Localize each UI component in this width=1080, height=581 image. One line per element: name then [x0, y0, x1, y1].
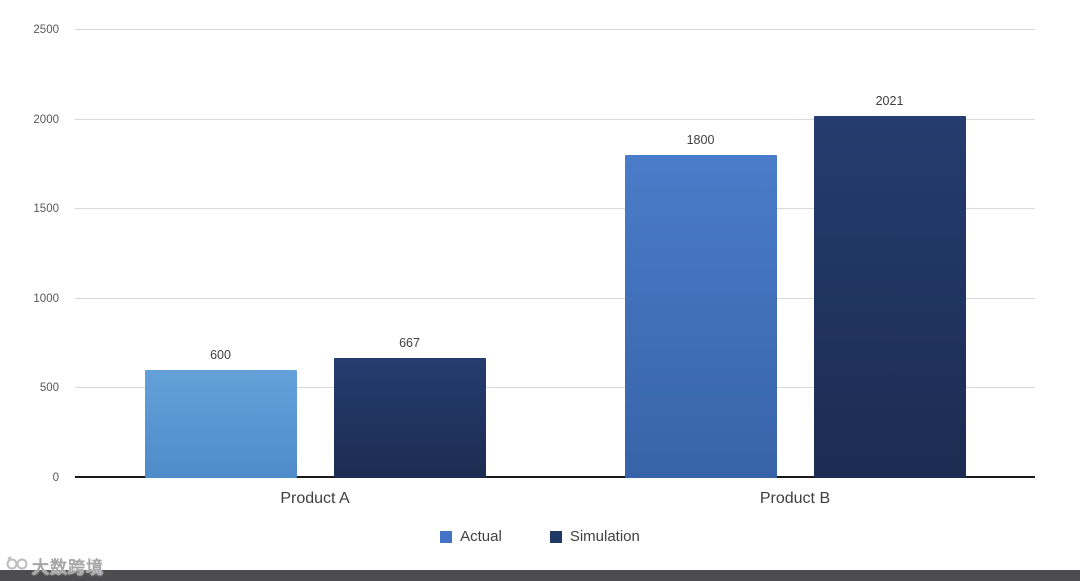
watermark-text: 大数跨境 [32, 558, 104, 577]
bar-wrap-simulation-product-a: 667 [333, 30, 486, 478]
bar-simulation-product-b[interactable] [813, 115, 966, 478]
gridline-500 [75, 387, 1035, 389]
bar-group-product-a: 600 667 [75, 30, 555, 478]
gridline-2500 [75, 29, 1035, 30]
legend-label-simulation: Simulation [569, 528, 640, 545]
data-label-simulation-product-a: 667 [399, 336, 420, 351]
gridline-1000 [75, 297, 1035, 299]
y-tick: 2500 [33, 24, 59, 36]
bar-wrap-actual-product-a: 600 [144, 30, 297, 478]
category-label-product-a: Product A [280, 490, 350, 507]
y-tick: 500 [39, 382, 59, 395]
data-label-actual-product-b: 1800 [686, 133, 715, 148]
bar-actual-product-b[interactable] [624, 155, 777, 478]
watermark: 大数跨境 [6, 553, 104, 578]
gridline-2000 [75, 118, 1035, 120]
legend-swatch-simulation [549, 530, 562, 543]
plot-area: 600 667 1800 2021 [75, 29, 1035, 478]
y-tick: 0 [52, 472, 59, 484]
legend-item-actual[interactable]: Actual [440, 528, 502, 545]
bar-actual-product-a[interactable] [144, 370, 297, 478]
glasses-logo-icon [6, 555, 28, 576]
data-label-actual-product-a: 600 [210, 348, 231, 363]
legend-item-simulation[interactable]: Simulation [549, 528, 640, 545]
y-tick: 1000 [33, 292, 59, 305]
y-tick: 1500 [33, 203, 59, 216]
y-tick: 2000 [33, 113, 59, 126]
x-axis-labels: Product A Product B [75, 490, 1035, 516]
y-axis: 2500 2000 1500 1000 500 0 [15, 24, 59, 484]
legend: Actual Simulation [0, 528, 1080, 545]
bar-simulation-product-a[interactable] [333, 358, 486, 478]
data-label-simulation-product-b: 2021 [875, 93, 904, 108]
category-label-product-b: Product B [759, 490, 831, 507]
legend-label-actual: Actual [460, 528, 502, 545]
gridline-1500 [75, 208, 1035, 210]
legend-swatch-actual [440, 530, 453, 543]
bottom-strip [0, 570, 1080, 581]
bar-wrap-actual-product-b: 1800 [624, 30, 777, 478]
x-axis-line [75, 476, 1035, 478]
bar-group-product-b: 1800 2021 [555, 30, 1035, 478]
bar-wrap-simulation-product-b: 2021 [813, 30, 966, 478]
